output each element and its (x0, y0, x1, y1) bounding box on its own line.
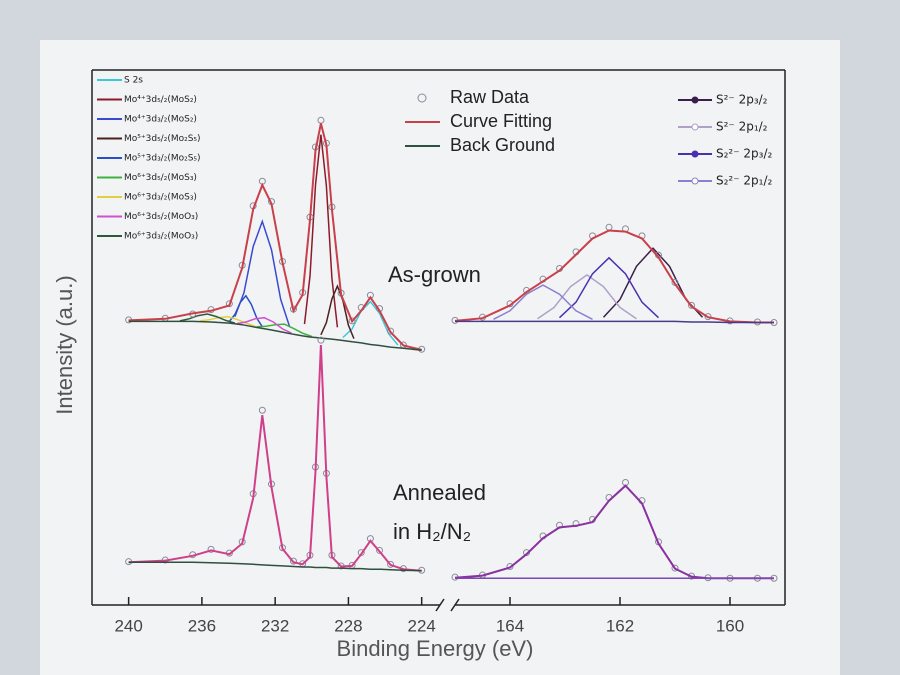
raw-data-point (387, 327, 395, 335)
background-curve (128, 561, 422, 572)
legend-label: Back Ground (450, 135, 555, 155)
legend-label: Mo⁶⁺3d₃/₂(MoO₃) (124, 232, 198, 242)
raw-data-point (376, 546, 384, 554)
legend-label: Mo⁶⁺3d₅/₂(MoS₃) (124, 173, 197, 183)
x-tick-label: 228 (334, 616, 362, 635)
legend-label: Mo⁶⁺3d₅/₂(MoO₃) (124, 212, 198, 222)
component-curve (234, 219, 291, 328)
raw-data-point (258, 406, 266, 414)
legend-label: Raw Data (450, 87, 530, 107)
legend-label: Mo⁵⁺3d₅/₂(Mo₂S₅) (124, 134, 201, 144)
x-tick-label: 232 (261, 616, 289, 635)
x-tick-label: 240 (114, 616, 142, 635)
raw-data-point (506, 562, 514, 570)
legend-label: S 2s (124, 76, 143, 86)
component-curve (493, 284, 593, 320)
component-curve (537, 273, 637, 320)
raw-data-point (671, 564, 679, 572)
legend-label: Curve Fitting (450, 111, 552, 131)
raw-data-point (348, 317, 356, 325)
axis-break (450, 598, 460, 612)
background-curve (128, 320, 422, 352)
x-tick-label: 160 (716, 616, 744, 635)
x-tick-label: 236 (188, 616, 216, 635)
component-curve (179, 313, 236, 324)
annotation: As-grown (388, 262, 481, 287)
legend-label: Mo⁶⁺3d₃/₂(MoS₃) (124, 193, 197, 203)
raw-data-point (317, 336, 325, 344)
raw-data-point (289, 557, 297, 565)
annotation: in H₂/N₂ (393, 519, 471, 544)
raw-data-point (387, 560, 395, 568)
x-tick-label: 224 (407, 616, 435, 635)
legend-label: S²⁻ 2p₁/₂ (716, 120, 768, 134)
fit-curve (128, 344, 422, 572)
fit-curve (128, 123, 422, 351)
legend-label: S₂²⁻ 2p₁/₂ (716, 174, 772, 188)
x-tick-label: 164 (496, 616, 524, 635)
legend-label: Mo⁴⁺3d₃/₂(MoS₂) (124, 115, 197, 125)
component-curve (256, 323, 313, 338)
legend-label: Mo⁵⁺3d₃/₂(Mo₂S₅) (124, 154, 201, 164)
raw-data-point (688, 301, 695, 309)
raw-data-point (225, 300, 233, 308)
component-curve (200, 315, 256, 328)
raw-data-point (207, 545, 215, 553)
raw-data-point (238, 538, 246, 546)
component-curve (303, 134, 339, 328)
fit-curve (454, 229, 774, 324)
axis-break (435, 598, 445, 612)
component-curve (558, 256, 660, 319)
legend-marker (691, 96, 699, 104)
background-curve (455, 320, 774, 324)
annotation: Annealed (393, 480, 486, 505)
legend-marker (417, 93, 427, 103)
component-curve (236, 316, 292, 334)
legend-label: S₂²⁻ 2p₃/₂ (716, 147, 772, 161)
y-axis-label: Intensity (a.u.) (52, 275, 77, 414)
legend-label: Mo⁴⁺3d₅/₂(MoS₂) (124, 95, 197, 105)
legend-marker (691, 150, 699, 158)
legend-marker (691, 177, 699, 185)
legend-label: S²⁻ 2p₃/₂ (716, 93, 768, 107)
legend-marker (691, 123, 699, 131)
raw-data-point (704, 313, 712, 321)
x-axis-label: Binding Energy (eV) (337, 636, 534, 661)
component-curve (320, 284, 355, 339)
x-tick-label: 162 (606, 616, 634, 635)
